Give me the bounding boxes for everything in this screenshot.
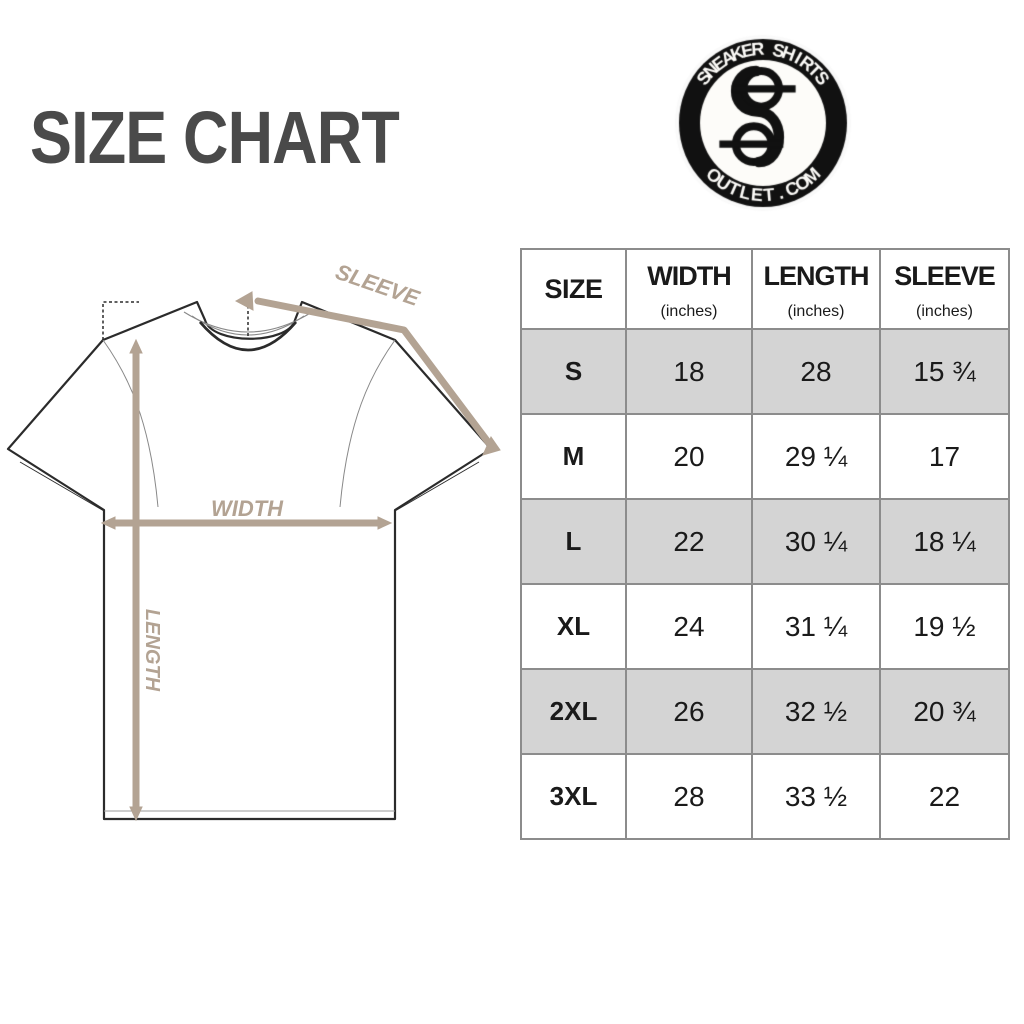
svg-text:LENGTH: LENGTH xyxy=(141,609,163,692)
svg-text:SLEEVE: SLEEVE xyxy=(332,259,423,311)
svg-text:WIDTH: WIDTH xyxy=(211,496,284,521)
